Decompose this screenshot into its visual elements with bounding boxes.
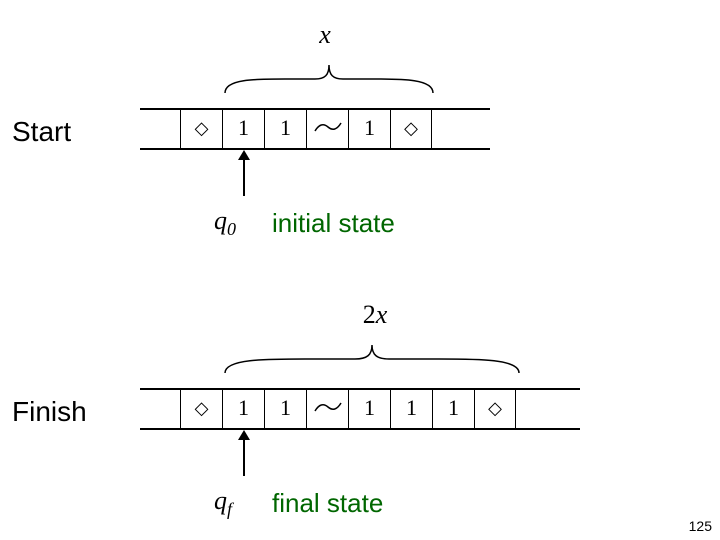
top-tape-line-bot: [140, 148, 490, 150]
bottom-tape: ◇11111◇: [180, 388, 516, 428]
q-symbol: q: [214, 206, 227, 235]
tape-cell: ◇: [474, 388, 516, 428]
tape-cell: 1: [432, 388, 474, 428]
x: x: [376, 300, 388, 329]
q-symbol-b: q: [214, 486, 227, 515]
top-state-var: q0: [214, 206, 236, 240]
tape-cell: 1: [264, 388, 306, 428]
tape-cell: ◇: [180, 388, 222, 428]
q-sub: 0: [227, 219, 236, 239]
bottom-brace: [225, 335, 519, 375]
tape-cell: 1: [222, 108, 264, 148]
top-brace-var: x: [260, 20, 390, 50]
bottom-state-var: qf: [214, 486, 232, 520]
top-head-arrow: [234, 150, 254, 198]
tape-cell: ◇: [180, 108, 222, 148]
slide: x Start ◇111◇ q0 initial state 2x Finish…: [0, 0, 720, 540]
tape-cell: [306, 108, 348, 148]
bottom-brace-var: 2x: [310, 300, 440, 330]
tape-cell: 1: [390, 388, 432, 428]
tape-cell: 1: [348, 388, 390, 428]
bottom-head-arrow: [234, 430, 254, 478]
finish-label: Finish: [12, 396, 87, 428]
tape-cell: [306, 388, 348, 428]
initial-state-label: initial state: [272, 208, 395, 239]
final-state-label: final state: [272, 488, 383, 519]
top-tape: ◇111◇: [180, 108, 432, 148]
tape-cell: 1: [348, 108, 390, 148]
top-brace: [225, 55, 433, 95]
start-label: Start: [12, 116, 71, 148]
two: 2: [363, 300, 376, 329]
bottom-tape-line-bot: [140, 428, 580, 430]
tape-cell: ◇: [390, 108, 432, 148]
q-sub-b: f: [227, 499, 232, 519]
tape-cell: 1: [222, 388, 264, 428]
tape-cell: 1: [264, 108, 306, 148]
page-number: 125: [689, 518, 712, 534]
